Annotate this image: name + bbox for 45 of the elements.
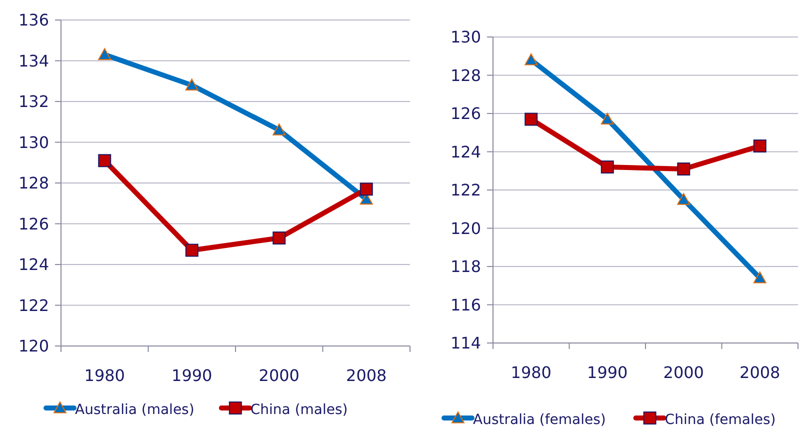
x-tick-label: 2008 xyxy=(740,363,780,382)
x-tick-label: 1990 xyxy=(172,366,212,385)
point xyxy=(600,112,614,125)
point xyxy=(524,53,538,66)
y-tick-label: 124 xyxy=(450,142,481,162)
point xyxy=(185,78,198,90)
point xyxy=(272,124,286,136)
y-tick-label: 116 xyxy=(450,295,481,314)
point xyxy=(677,162,690,176)
y-tick-label: 130 xyxy=(18,132,49,152)
legend-label: Australia (females) xyxy=(473,412,606,428)
y-tick-label: 132 xyxy=(18,92,49,112)
y-tick-label: 122 xyxy=(18,296,49,315)
x-tick-label: 2008 xyxy=(346,366,387,385)
point xyxy=(524,112,538,126)
y-tick-label: 120 xyxy=(18,336,49,356)
point xyxy=(753,140,766,153)
point xyxy=(753,271,766,284)
point xyxy=(360,182,373,196)
y-tick-label: 136 xyxy=(18,10,49,30)
x-tick-label: 2000 xyxy=(663,363,704,382)
point xyxy=(98,48,112,60)
y-tick-label: 126 xyxy=(450,104,481,124)
point xyxy=(600,160,614,174)
y-tick-label: 122 xyxy=(450,180,481,200)
x-tick-label: 2000 xyxy=(258,366,300,385)
y-tick-label: 128 xyxy=(18,174,49,193)
y-tick-label: 114 xyxy=(450,334,481,353)
point xyxy=(272,232,286,245)
y-tick-label: 130 xyxy=(450,28,481,47)
y-tick-label: 128 xyxy=(450,66,481,85)
point xyxy=(98,154,112,168)
legend-label: China (males) xyxy=(250,402,348,418)
y-tick-label: 118 xyxy=(450,257,481,276)
y-tick-label: 120 xyxy=(450,218,481,238)
y-tick-label: 126 xyxy=(18,214,49,234)
x-tick-label: 1980 xyxy=(84,366,125,385)
y-tick-label: 124 xyxy=(18,255,49,274)
point xyxy=(677,193,690,205)
y-tick-label: 134 xyxy=(18,51,49,70)
x-tick-label: 1990 xyxy=(587,363,628,382)
legend-label: China (females) xyxy=(664,412,776,428)
x-tick-label: 1980 xyxy=(510,363,552,382)
legend-label: Australia (males) xyxy=(75,402,194,418)
point xyxy=(185,244,198,257)
